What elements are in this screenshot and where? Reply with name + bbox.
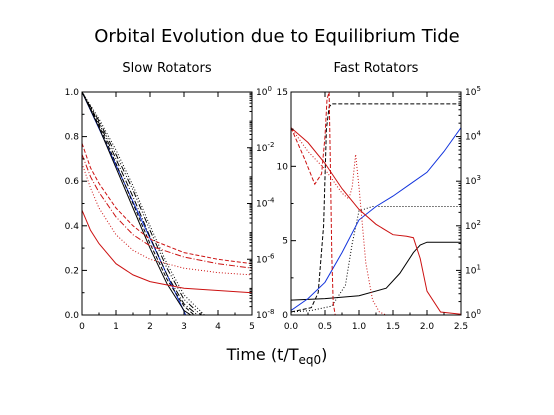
y2-tick-label: 10-8 xyxy=(256,308,274,321)
x-tick-label: 2 xyxy=(147,322,153,332)
y2-tick-label: 101 xyxy=(465,263,481,276)
x-tick-label: 1.5 xyxy=(386,322,400,332)
y-tick-label: 0 xyxy=(282,311,288,321)
series-line-black-1 xyxy=(82,92,192,315)
slow-rotators-panel: Slow Rotators 0 1 2 3 4 5 0.0 0.2 0.4 0.6 0.8 1.0 10-… xyxy=(65,61,275,332)
series-line-black-4 xyxy=(82,92,202,315)
plot-frame xyxy=(81,91,253,316)
panel-subtitle: Fast Rotators xyxy=(334,61,419,76)
x-tick-label: 2.0 xyxy=(420,322,435,332)
series-line-black-2 xyxy=(291,103,461,313)
y2-tick-label: 10-2 xyxy=(256,141,274,154)
x-tick-label: 5 xyxy=(249,322,255,332)
series-line-red-8 xyxy=(82,154,252,269)
fast-rotators-panel: Fast Rotators 0.0 0.5 1.0 1.5 2.0 2.5 0 5 10 15 100… xyxy=(277,61,482,332)
x-tick-label: 0.0 xyxy=(284,322,299,332)
y-tick-label: 15 xyxy=(277,88,288,98)
y2-tick-label: 100 xyxy=(256,85,272,98)
series-line-red-6 xyxy=(291,127,387,315)
x-axis-label-subscript: eq0 xyxy=(299,353,322,367)
x-tick-label: 4 xyxy=(215,322,221,332)
y2-tick-label: 103 xyxy=(465,174,481,187)
y-tick-label: 5 xyxy=(282,237,288,247)
y-tick-label: 1.0 xyxy=(65,88,80,98)
series-line-black-0 xyxy=(291,241,461,301)
x-tick-label: 3 xyxy=(181,322,187,332)
y-tick-label: 0.4 xyxy=(65,222,80,232)
series-line-black-1 xyxy=(291,206,461,313)
series-line-red-6 xyxy=(82,210,252,294)
y2-tick-label: 100 xyxy=(465,308,481,321)
y-tick-label: 0.0 xyxy=(65,311,80,321)
x-axis-label: Time (t/Teq0) xyxy=(226,345,328,367)
y2-tick-label: 105 xyxy=(465,85,481,98)
figure-title: Orbital Evolution due to Equilibrium Tid… xyxy=(94,26,460,47)
x-tick-label: 1 xyxy=(113,322,119,332)
y2-tick-label: 10-4 xyxy=(256,197,275,210)
x-tick-label: 0 xyxy=(79,322,85,332)
series-line-red-5 xyxy=(291,92,336,315)
series-group xyxy=(291,92,461,315)
y-tick-label: 10 xyxy=(277,162,289,172)
y2-tick-label: 10-6 xyxy=(256,252,275,265)
x-axis-label-prefix: Time (t/T xyxy=(226,345,299,364)
series-group xyxy=(82,92,252,315)
series-line-blue-3 xyxy=(291,127,461,311)
x-tick-label: 2.5 xyxy=(454,322,468,332)
plot-frame xyxy=(290,91,462,316)
y2-tick-label: 102 xyxy=(465,219,481,232)
x-tick-label: 1.0 xyxy=(352,322,367,332)
series-line-red-4 xyxy=(291,127,461,315)
x-tick-label: 0.5 xyxy=(318,322,332,332)
series-line-black-2 xyxy=(82,92,195,315)
series-line-red-7 xyxy=(82,163,252,276)
y-tick-label: 0.2 xyxy=(65,266,79,276)
panel-subtitle: Slow Rotators xyxy=(122,61,211,76)
y-tick-label: 0.6 xyxy=(65,177,80,187)
y2-tick-label: 104 xyxy=(465,130,481,143)
x-axis-label-suffix: ) xyxy=(321,345,327,364)
series-line-red-9 xyxy=(82,143,252,265)
y-tick-label: 0.8 xyxy=(65,133,80,143)
